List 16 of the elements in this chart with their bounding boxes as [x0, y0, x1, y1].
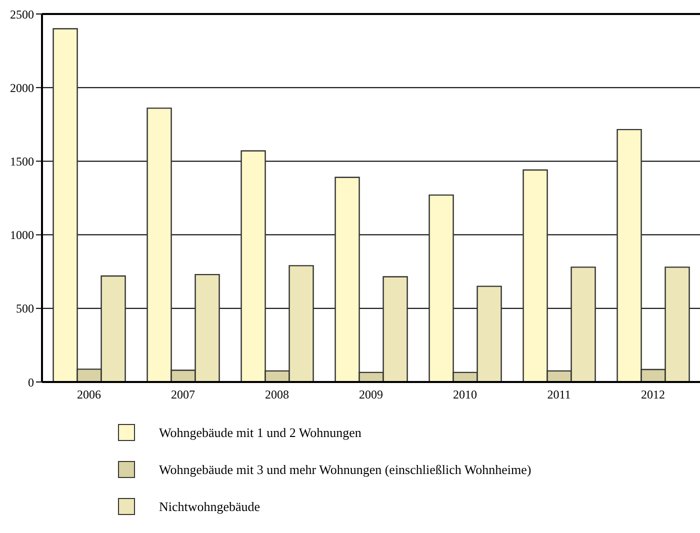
y-tick-label: 1000	[10, 228, 34, 242]
x-tick-label: 2007	[171, 388, 195, 402]
x-tick-label: 2008	[265, 388, 289, 402]
legend-label: Wohngebäude mit 3 und mehr Wohnungen (einschließlich Wohnheime)	[159, 462, 532, 478]
x-tick-label: 2009	[359, 388, 383, 402]
y-tick-label: 2500	[10, 7, 34, 22]
legend-label: Nichtwohngebäude	[159, 498, 260, 514]
y-tick-label: 0	[28, 375, 34, 390]
x-tick-label: 2011	[547, 388, 571, 402]
y-tick-label: 2000	[10, 80, 34, 95]
y-tick-label: 1500	[10, 154, 34, 168]
x-tick-label: 2010	[453, 388, 477, 402]
y-tick-label: 500	[16, 302, 34, 316]
legend-label: Wohngebäude mit 1 und 2 Wohnungen	[159, 424, 362, 440]
x-tick-label: 2012	[641, 388, 665, 402]
x-tick-label: 2006	[77, 388, 101, 402]
